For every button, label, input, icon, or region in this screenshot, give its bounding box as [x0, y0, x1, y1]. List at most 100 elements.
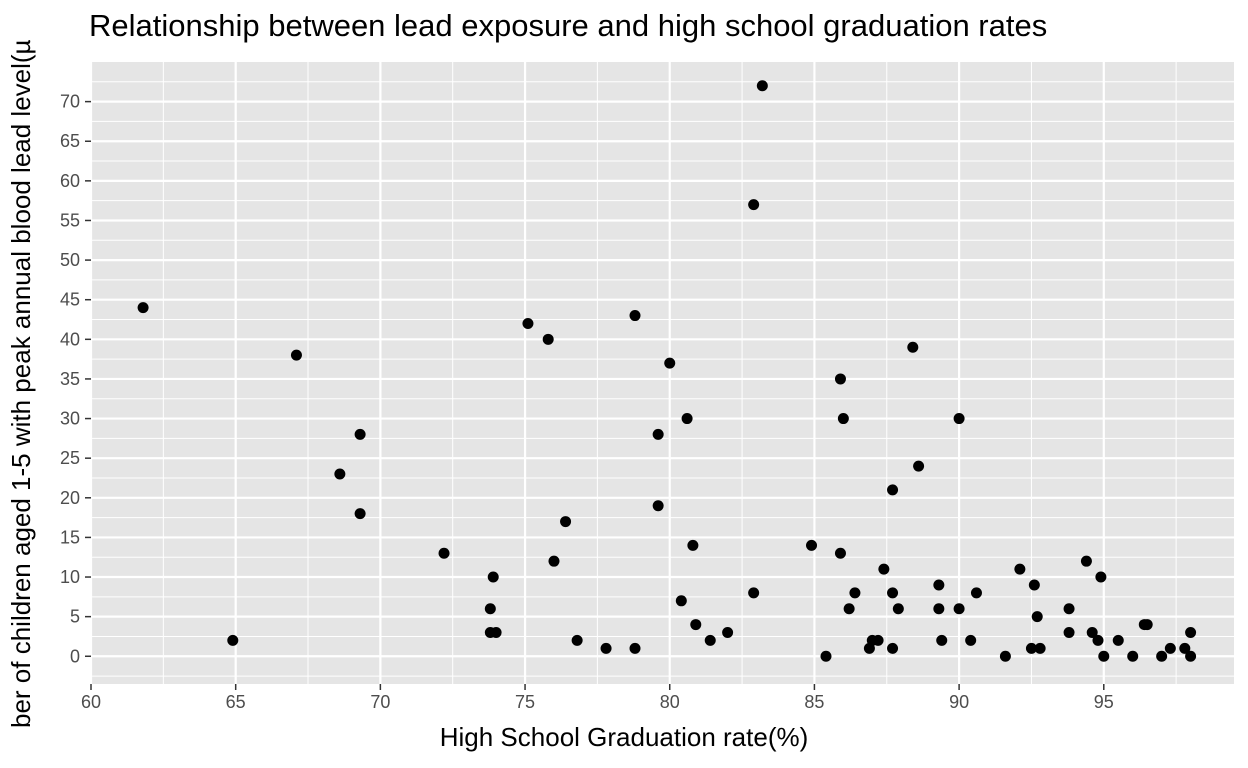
- x-tick-label: 70: [370, 692, 390, 712]
- x-axis-label: High School Graduation rate(%): [439, 722, 809, 752]
- data-point: [953, 603, 965, 615]
- y-tick-label: 15: [60, 527, 80, 547]
- y-tick-label: 35: [60, 369, 80, 389]
- data-point: [748, 587, 760, 599]
- data-point: [820, 650, 832, 662]
- data-point: [999, 650, 1011, 662]
- y-axis: 0 5 10 15 20 25 30 35 40 45 50 55 60 65 70: [60, 92, 91, 666]
- data-point: [652, 428, 664, 440]
- data-point: [664, 357, 676, 369]
- major-gridlines: [89, 62, 1234, 684]
- x-tick-label: 85: [804, 692, 824, 712]
- data-point: [756, 80, 768, 92]
- chart-title: Relationship between lead exposure and h…: [89, 8, 1048, 43]
- data-point: [571, 634, 583, 646]
- data-point: [334, 468, 346, 480]
- data-point: [681, 413, 693, 425]
- data-point: [548, 555, 560, 567]
- data-point: [907, 341, 919, 353]
- data-point: [722, 626, 734, 638]
- x-tick-label: 75: [515, 692, 535, 712]
- data-point: [687, 539, 699, 551]
- data-point: [1127, 650, 1139, 662]
- data-point: [837, 413, 849, 425]
- y-tick-label: 0: [70, 646, 80, 666]
- data-point: [806, 539, 818, 551]
- data-point: [1112, 634, 1124, 646]
- data-point: [887, 587, 899, 599]
- data-point: [1028, 579, 1040, 591]
- y-tick-label: 70: [60, 92, 80, 112]
- data-point: [872, 634, 884, 646]
- data-point: [933, 579, 945, 591]
- y-tick-label: 55: [60, 210, 80, 230]
- data-point: [1014, 563, 1026, 575]
- x-tick-label: 60: [81, 692, 101, 712]
- data-point: [1098, 650, 1110, 662]
- data-point: [878, 563, 890, 575]
- data-point: [484, 603, 496, 615]
- data-point: [652, 500, 664, 512]
- data-point: [704, 634, 716, 646]
- data-point: [290, 349, 302, 361]
- data-point: [522, 317, 534, 329]
- data-point: [137, 302, 149, 314]
- data-point: [1034, 642, 1046, 654]
- data-point: [1185, 650, 1197, 662]
- data-point: [1031, 611, 1043, 623]
- y-tick-label: 30: [60, 409, 80, 429]
- data-point: [629, 642, 641, 654]
- x-tick-label: 95: [1094, 692, 1114, 712]
- data-point: [953, 413, 965, 425]
- data-point: [1141, 619, 1153, 631]
- data-point: [542, 333, 554, 345]
- data-point: [849, 587, 861, 599]
- y-tick-label: 10: [60, 567, 80, 587]
- data-points: [137, 80, 1197, 662]
- data-point: [1063, 626, 1075, 638]
- data-point: [1156, 650, 1168, 662]
- data-point: [970, 587, 982, 599]
- y-tick-label: 60: [60, 171, 80, 191]
- x-tick-label: 90: [949, 692, 969, 712]
- y-tick-label: 5: [70, 607, 80, 627]
- data-point: [1185, 626, 1197, 638]
- data-point: [1063, 603, 1075, 615]
- x-tick-label: 65: [226, 692, 246, 712]
- data-point: [892, 603, 904, 615]
- y-tick-label: 50: [60, 250, 80, 270]
- y-tick-label: 25: [60, 448, 80, 468]
- data-point: [1095, 571, 1107, 583]
- data-point: [834, 373, 846, 385]
- y-tick-label: 65: [60, 131, 80, 151]
- data-point: [913, 460, 925, 472]
- data-point: [560, 516, 572, 528]
- data-point: [1080, 555, 1092, 567]
- data-point: [965, 634, 977, 646]
- data-point: [354, 428, 366, 440]
- x-tick-label: 80: [660, 692, 680, 712]
- data-point: [438, 547, 450, 559]
- x-axis: 60 65 70 75 80 85 90 95: [81, 684, 1114, 712]
- data-point: [887, 484, 899, 496]
- data-point: [1025, 642, 1037, 654]
- y-tick-label: 20: [60, 488, 80, 508]
- data-point: [843, 603, 855, 615]
- data-point: [690, 619, 702, 631]
- data-point: [834, 547, 846, 559]
- data-point: [629, 310, 641, 322]
- y-tick-label: 45: [60, 290, 80, 310]
- y-axis-label: ber of children aged 1-5 with peak annua…: [6, 38, 36, 728]
- data-point: [1164, 642, 1176, 654]
- minor-gridlines: [91, 62, 1234, 684]
- data-point: [1179, 642, 1191, 654]
- data-point: [490, 626, 502, 638]
- data-point: [600, 642, 612, 654]
- data-point: [354, 508, 366, 520]
- data-point: [675, 595, 687, 607]
- data-point: [1092, 634, 1104, 646]
- data-point: [933, 603, 945, 615]
- data-point: [936, 634, 948, 646]
- plot-panel: [91, 62, 1234, 684]
